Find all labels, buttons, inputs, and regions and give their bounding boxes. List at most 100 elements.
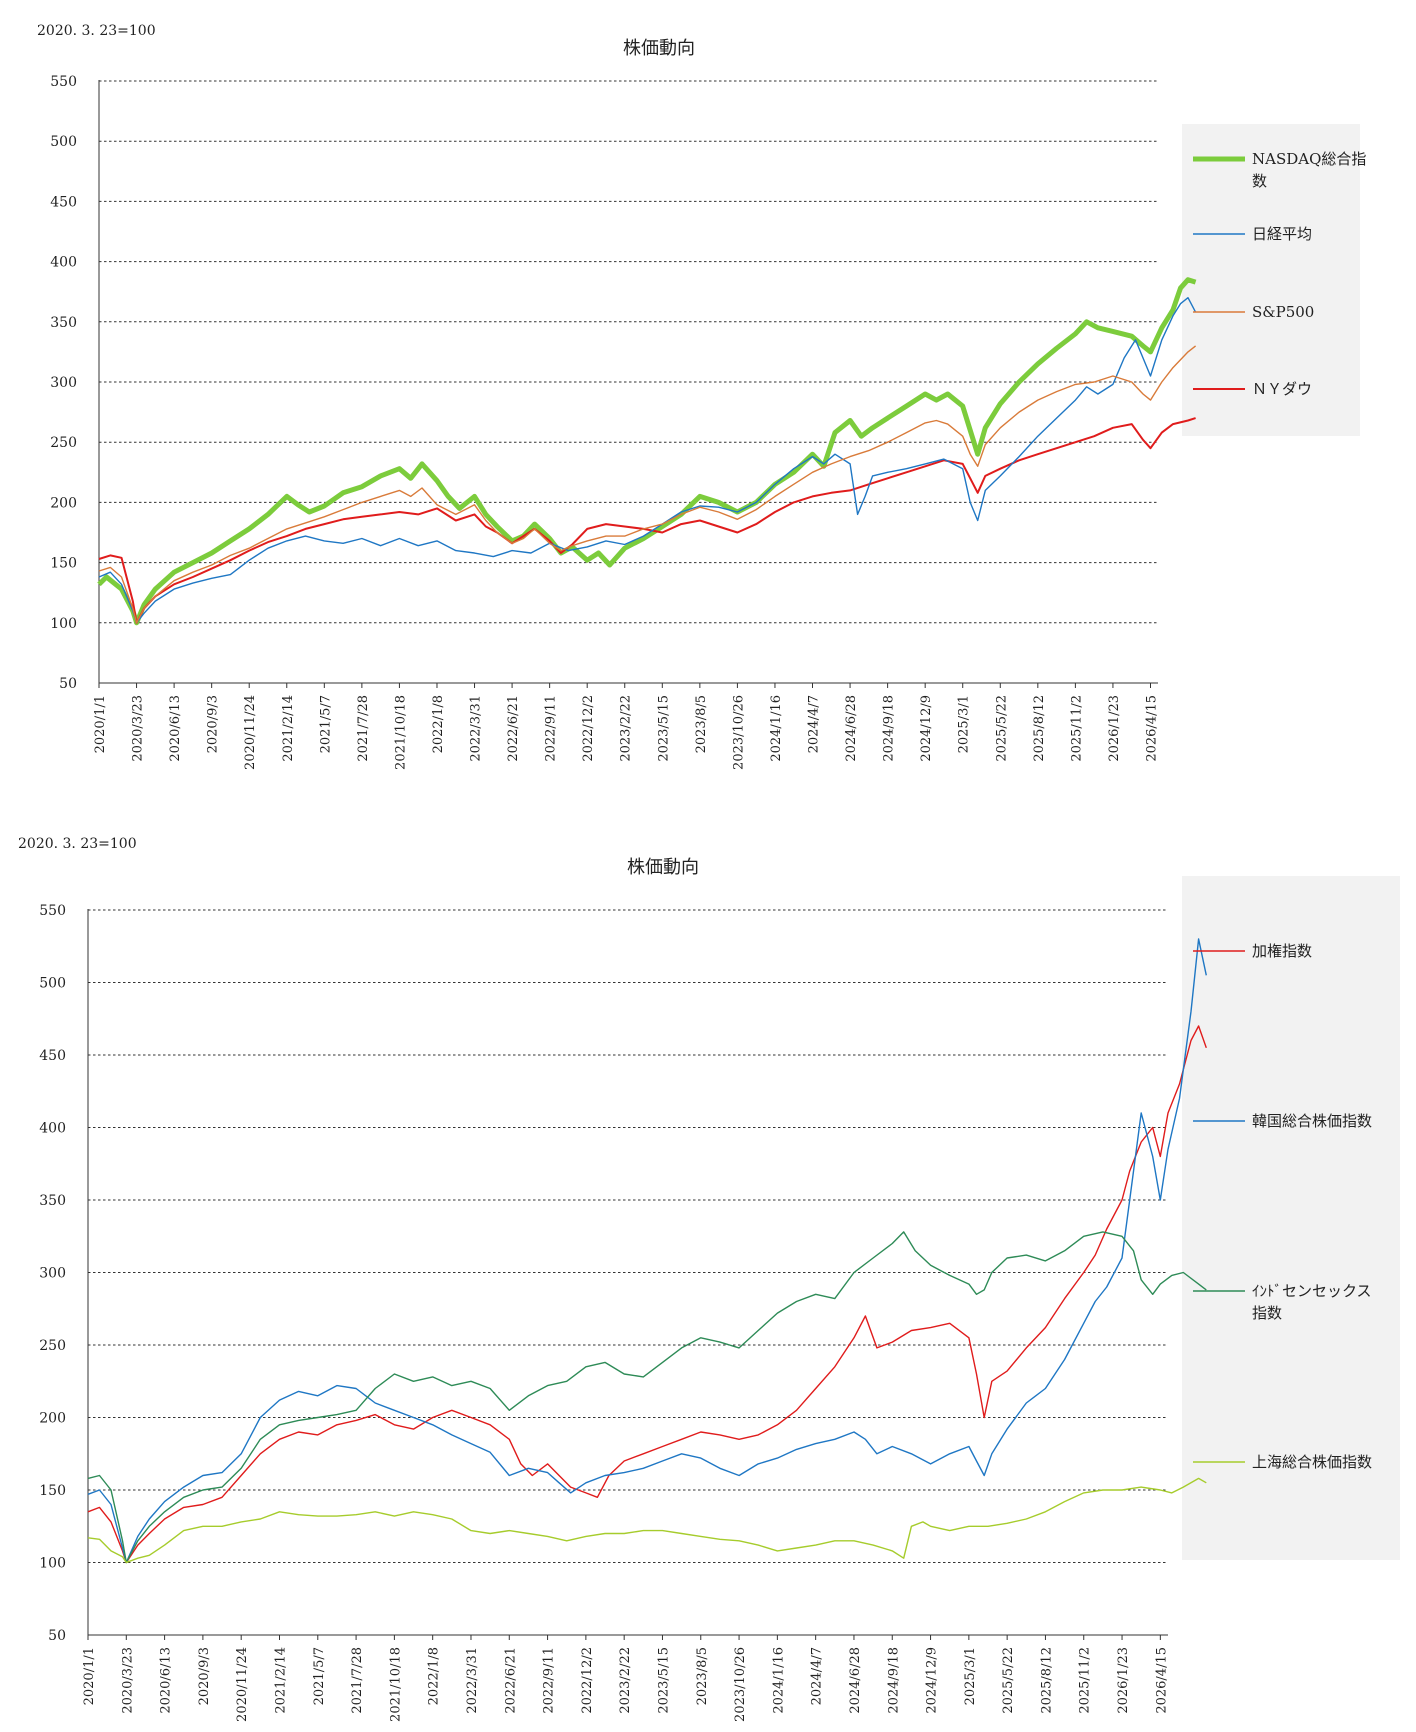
x-tick-label: 2025/8/12 [1032,695,1047,762]
x-tick-label: 2024/1/16 [769,695,784,762]
series-line-1 [98,297,1197,624]
series-line-1 [87,938,1207,1564]
chart-2-legend-box [1182,876,1400,1560]
x-tick-label: 2021/7/28 [350,1647,365,1714]
x-tick-label: 2026/4/15 [1154,1647,1169,1714]
x-tick-label: 2022/12/2 [581,695,596,762]
series-line-3 [98,417,1196,624]
chart-1-y-axis: 50 100 150 200 250 300 350 400 450 500 550 [50,74,77,692]
y-tick-label: 200 [50,495,77,511]
x-tick-label: 2025/8/12 [1039,1647,1054,1714]
chart-2-title: 株価動向 [627,857,699,878]
y-tick-label: 500 [50,134,77,150]
legend-label: ｲﾝﾄﾞセンセックス [1252,1282,1372,1300]
x-tick-label: 2020/1/1 [82,1647,97,1705]
y-tick-label: 200 [39,1411,66,1427]
legend-label: 加権指数 [1252,942,1312,960]
x-tick-label: 2021/2/14 [281,695,296,762]
y-tick-label: 100 [39,1556,66,1572]
y-tick-label: 550 [39,903,66,919]
x-tick-label: 2023/10/26 [733,1647,748,1722]
chart-2-y-axis: 50 100 150 200 250 300 350 400 450 500 550 [39,903,66,1644]
legend-label: 韓国総合株価指数 [1252,1112,1372,1130]
chart-2-plot-area [87,938,1207,1564]
x-tick-label: 2021/10/18 [393,695,408,770]
y-tick-label: 400 [39,1121,66,1137]
x-tick-label: 2020/3/23 [131,695,146,762]
x-tick-label: 2024/6/28 [844,695,859,762]
y-tick-label: 550 [50,74,77,90]
y-tick-label: 150 [50,556,77,572]
x-tick-label: 2024/9/18 [886,1647,901,1714]
y-tick-label: 50 [48,1628,66,1644]
x-tick-label: 2022/12/2 [580,1647,595,1714]
x-tick-label: 2022/9/11 [542,1647,557,1714]
x-tick-label: 2025/3/1 [963,1647,978,1705]
series-line-0 [87,1025,1207,1564]
x-tick-label: 2021/2/14 [273,1647,288,1714]
x-tick-label: 2020/9/3 [197,1647,212,1705]
x-tick-label: 2022/6/21 [503,1647,518,1714]
x-tick-label: 2022/9/11 [544,695,559,762]
x-tick-label: 2026/1/23 [1116,1647,1131,1714]
chart-1: 2020. 3. 23=100 株価動向 50 100 150 200 250 300 35… [37,23,1366,770]
x-tick-label: 2020/3/23 [120,1647,135,1714]
legend-label: S&P500 [1252,303,1314,321]
x-tick-label: 2023/10/26 [731,695,746,770]
x-tick-label: 2024/12/9 [919,695,934,762]
x-tick-label: 2023/2/22 [619,695,634,762]
x-tick-label: 2025/11/2 [1078,1647,1093,1714]
x-tick-label: 2021/5/7 [312,1647,327,1705]
x-tick-label: 2024/4/7 [810,1647,825,1705]
y-tick-label: 250 [50,435,77,451]
y-tick-label: 50 [59,676,77,692]
series-line-0 [97,277,1197,626]
x-tick-label: 2021/5/7 [318,695,333,753]
x-tick-label: 2020/11/24 [243,695,258,770]
y-tick-label: 350 [39,1193,66,1209]
y-tick-label: 400 [50,255,77,271]
y-tick-label: 350 [50,315,77,331]
x-tick-label: 2022/1/8 [431,695,446,753]
x-tick-label: 2023/8/5 [695,1647,710,1705]
chart-1-x-axis: 2020/1/1 2020/3/23 2020/6/13 2020/9/3 2020/1… [93,683,1159,770]
y-tick-label: 450 [50,194,77,210]
x-tick-label: 2023/5/15 [656,695,671,762]
chart-2-base-note: 2020. 3. 23=100 [18,836,137,852]
legend-label: 日経平均 [1252,225,1312,243]
chart-2-grid [87,909,1168,1636]
series-line-2 [98,345,1197,624]
x-tick-label: 2022/6/21 [506,695,521,762]
legend-label: 指数 [1252,1304,1282,1322]
x-tick-label: 2025/5/22 [994,695,1009,762]
x-tick-label: 2023/8/5 [694,695,709,753]
x-tick-label: 2024/12/9 [925,1647,940,1714]
x-tick-label: 2026/4/15 [1144,695,1159,762]
x-tick-label: 2025/3/1 [957,695,972,753]
x-tick-label: 2023/5/15 [656,1647,671,1714]
x-tick-label: 2024/6/28 [848,1647,863,1714]
x-tick-label: 2020/9/3 [206,695,221,753]
chart-2: 2020. 3. 23=100 株価動向 50 100 150 200 250 300 35… [18,836,1400,1722]
series-line-3 [87,1477,1207,1564]
x-tick-label: 2020/1/1 [93,695,108,753]
y-tick-label: 500 [39,976,66,992]
legend-label: NASDAQ総合指 [1252,150,1366,168]
y-tick-label: 100 [50,616,77,632]
series-line-2 [87,1231,1207,1564]
chart-2-x-axis: 2020/1/1 2020/3/23 2020/6/13 2020/9/3 2020/1… [82,1635,1169,1722]
y-tick-label: 450 [39,1048,66,1064]
y-tick-label: 150 [39,1483,66,1499]
y-tick-label: 300 [39,1266,66,1282]
x-tick-label: 2023/2/22 [618,1647,633,1714]
x-tick-label: 2025/11/2 [1069,695,1084,762]
chart-1-legend-box [1182,124,1360,436]
x-tick-label: 2026/1/23 [1107,695,1122,762]
x-tick-label: 2020/6/13 [168,695,183,762]
y-tick-label: 250 [39,1338,66,1354]
chart-1-grid [98,80,1158,684]
x-tick-label: 2020/6/13 [159,1647,174,1714]
